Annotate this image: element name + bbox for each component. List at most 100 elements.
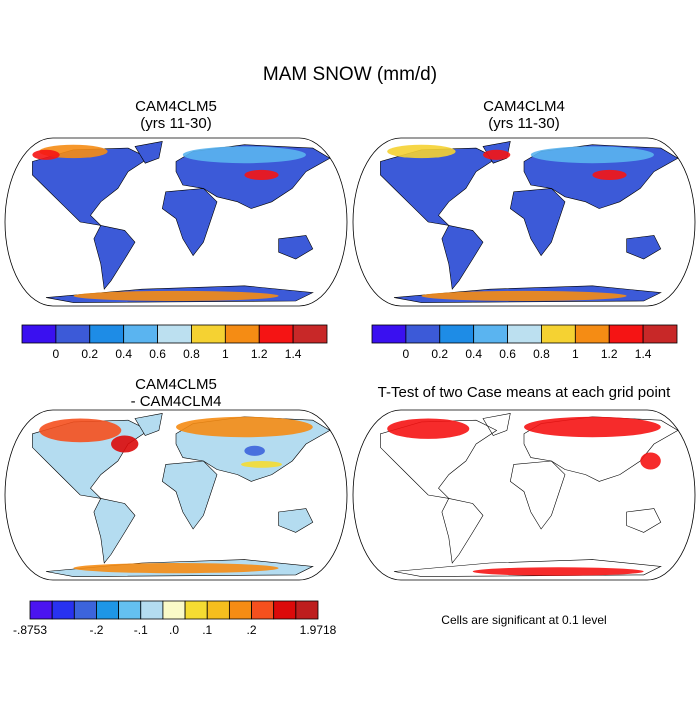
colorbar-label: 0.4 bbox=[115, 347, 132, 361]
colorbar-box bbox=[224, 324, 260, 344]
colorbar-label: 0 bbox=[53, 347, 60, 361]
colorbar-box bbox=[140, 600, 164, 620]
colorbar-box bbox=[507, 324, 542, 344]
land bbox=[441, 498, 484, 564]
colorbar-box bbox=[191, 324, 226, 344]
colorbar-box bbox=[206, 600, 230, 620]
colorbar-label: 0.6 bbox=[499, 347, 516, 361]
snow-region bbox=[111, 435, 139, 453]
map bbox=[4, 137, 348, 307]
colorbar-box bbox=[439, 324, 475, 344]
colorbar-label: 1.4 bbox=[285, 347, 302, 361]
colorbar-label: .1 bbox=[202, 623, 212, 637]
colorbar-label: 0.8 bbox=[533, 347, 550, 361]
colorbar-box bbox=[642, 324, 678, 344]
land bbox=[93, 225, 136, 290]
land bbox=[509, 188, 566, 257]
snow-region bbox=[472, 567, 644, 576]
map-content bbox=[380, 141, 679, 303]
colorbar-label: 0 bbox=[403, 347, 410, 361]
map bbox=[4, 409, 348, 581]
colorbar-box bbox=[118, 600, 142, 620]
colorbar-label: 0.6 bbox=[149, 347, 166, 361]
colorbar-label: 1 bbox=[572, 347, 579, 361]
land bbox=[278, 508, 314, 533]
snow-region bbox=[482, 149, 511, 160]
map-content bbox=[32, 413, 331, 577]
panel-subtitle: (yrs 11-30) bbox=[140, 115, 211, 132]
colorbar-box bbox=[184, 600, 208, 620]
panel-note: Cells are significant at 0.1 level bbox=[441, 613, 606, 627]
colorbar-box bbox=[405, 324, 441, 344]
land bbox=[626, 235, 662, 260]
colorbar-label: 0.8 bbox=[183, 347, 200, 361]
snow-region bbox=[244, 169, 279, 181]
colorbar-label: 0.2 bbox=[431, 347, 448, 361]
land bbox=[134, 141, 163, 164]
snow-region bbox=[244, 445, 265, 456]
land bbox=[441, 225, 484, 290]
snow-region bbox=[73, 290, 279, 301]
map-content bbox=[380, 413, 679, 577]
land bbox=[134, 413, 163, 436]
land bbox=[380, 419, 498, 499]
land bbox=[161, 188, 218, 257]
map bbox=[352, 409, 696, 581]
colorbar-box bbox=[608, 324, 644, 344]
colorbar-box bbox=[89, 324, 125, 344]
map bbox=[352, 137, 696, 307]
map-frame bbox=[4, 409, 348, 581]
colorbar-box bbox=[251, 600, 275, 620]
colorbar-label: 0.4 bbox=[465, 347, 482, 361]
map-frame bbox=[4, 137, 348, 307]
panel-title: T-Test of two Case means at each grid po… bbox=[378, 384, 671, 401]
colorbar-label: .2 bbox=[247, 623, 257, 637]
colorbar-label: 1.4 bbox=[635, 347, 652, 361]
land bbox=[32, 147, 150, 226]
colorbar-box bbox=[258, 324, 294, 344]
colorbar-label: -.8753 bbox=[13, 623, 47, 637]
colorbar-box bbox=[162, 600, 186, 620]
snow-region bbox=[73, 563, 279, 574]
map-frame bbox=[352, 137, 696, 307]
land bbox=[626, 508, 662, 533]
land bbox=[380, 147, 498, 226]
colorbar-label: 1.2 bbox=[251, 347, 268, 361]
snow-region bbox=[592, 169, 627, 181]
snow-region bbox=[240, 461, 283, 468]
colorbar-label: 1.2 bbox=[601, 347, 618, 361]
colorbar-box bbox=[371, 324, 407, 344]
snow-region bbox=[176, 416, 313, 438]
panel-title: CAM4CLM4 bbox=[483, 98, 565, 115]
colorbar-box bbox=[29, 600, 53, 620]
colorbar-box bbox=[574, 324, 610, 344]
snow-region bbox=[640, 452, 661, 470]
panel-subtitle: (yrs 11-30) bbox=[488, 115, 559, 132]
colorbar-box bbox=[273, 600, 297, 620]
colorbar-box bbox=[292, 324, 328, 344]
panel-subtitle: - CAM4CLM4 bbox=[131, 393, 222, 410]
snow-region bbox=[182, 146, 306, 164]
land bbox=[278, 235, 314, 260]
colorbar-label: 0.2 bbox=[81, 347, 98, 361]
snow-region bbox=[39, 418, 122, 443]
panel-title: CAM4CLM5 bbox=[135, 376, 217, 393]
map-content bbox=[32, 141, 331, 303]
colorbar-label: 1 bbox=[222, 347, 229, 361]
figure-title: MAM SNOW (mm/d) bbox=[263, 64, 437, 85]
colorbar-box bbox=[123, 324, 158, 344]
colorbar-box bbox=[541, 324, 576, 344]
colorbar-box bbox=[157, 324, 192, 344]
colorbar-box bbox=[51, 600, 75, 620]
colorbar-label: -.1 bbox=[134, 623, 148, 637]
land bbox=[393, 559, 662, 577]
snow-region bbox=[421, 290, 627, 301]
snow-region bbox=[524, 416, 661, 438]
colorbar-box bbox=[21, 324, 57, 344]
snow-region bbox=[32, 149, 60, 160]
colorbar-label: 1.9718 bbox=[300, 623, 337, 637]
colorbar-box bbox=[55, 324, 91, 344]
colorbar-box bbox=[96, 600, 120, 620]
panel-title: CAM4CLM5 bbox=[135, 98, 217, 115]
